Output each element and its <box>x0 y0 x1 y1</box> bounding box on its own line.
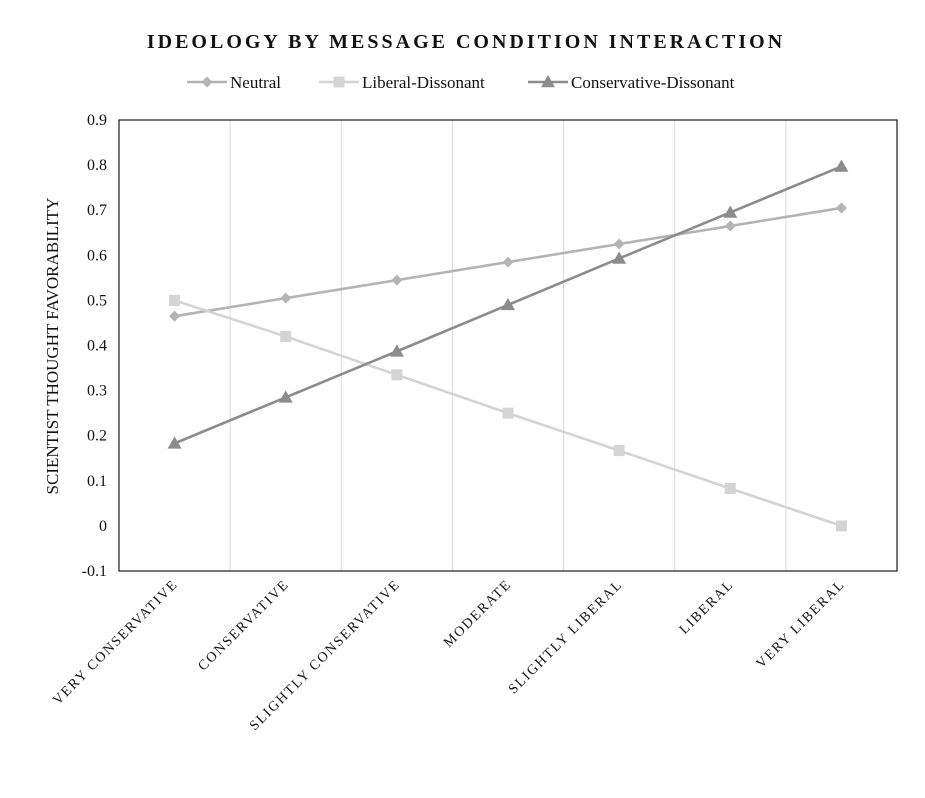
data-point-neutral <box>724 220 736 232</box>
y-axis-label: SCIENTIST THOUGHT FAVORABILITY <box>43 198 62 495</box>
legend: Neutral Liberal-Dissonant Conservative-Dis… <box>187 73 735 92</box>
series-liberal-dissonant <box>169 294 847 532</box>
grid-lines <box>229 120 787 571</box>
data-point-conservative-dissonant <box>389 344 404 357</box>
y-tick-label: 0.5 <box>87 292 107 309</box>
y-tick-label: 0.7 <box>87 202 107 219</box>
x-tick-label: VERY LIBERAL <box>754 577 848 671</box>
data-point-liberal-dissonant <box>502 407 514 419</box>
series-layer <box>167 159 849 532</box>
data-point-conservative-dissonant <box>501 297 515 311</box>
legend-marker-conservative-dissonant <box>541 75 555 88</box>
y-tick-label: 0.9 <box>87 112 107 129</box>
legend-label: Neutral <box>230 73 281 92</box>
chart-title: IDEOLOGY BY MESSAGE CONDITION INTERACTIO… <box>147 31 785 53</box>
y-tick-label: 0.3 <box>87 383 107 400</box>
y-tick-label: 0.2 <box>87 428 107 445</box>
data-point-liberal-dissonant <box>613 445 625 457</box>
x-tick-label: MODERATE <box>441 577 515 651</box>
data-point-neutral <box>502 256 514 268</box>
data-point-conservative-dissonant <box>167 436 182 449</box>
data-point-liberal-dissonant <box>280 330 292 342</box>
data-point-liberal-dissonant <box>169 294 181 306</box>
data-point-conservative-dissonant <box>278 390 293 403</box>
y-tick-label: 0.4 <box>87 338 107 355</box>
x-tick-label: VERY CONSERVATIVE <box>50 577 181 708</box>
legend-label: Liberal-Dissonant <box>362 73 485 92</box>
y-tick-label: 0.6 <box>87 247 107 264</box>
data-point-neutral <box>835 202 847 214</box>
data-point-conservative-dissonant <box>834 159 849 172</box>
data-point-liberal-dissonant <box>391 369 403 381</box>
data-point-liberal-dissonant <box>835 520 847 532</box>
y-tick-label: 0.1 <box>87 473 107 490</box>
data-point-conservative-dissonant <box>723 205 738 218</box>
legend-item-liberal-dissonant: Liberal-Dissonant <box>319 73 485 92</box>
data-point-neutral <box>280 292 292 304</box>
series-neutral <box>169 202 847 322</box>
y-tick-label: 0 <box>99 518 107 535</box>
x-tick-label: CONSERVATIVE <box>196 577 293 674</box>
series-conservative-dissonant <box>167 159 849 449</box>
data-point-liberal-dissonant <box>724 482 736 494</box>
legend-marker-liberal-dissonant <box>333 76 345 88</box>
y-tick-label: 0.8 <box>87 157 107 174</box>
y-tick-label: -0.1 <box>82 563 107 580</box>
x-tick-label: SLIGHTLY LIBERAL <box>506 577 626 697</box>
legend-label: Conservative-Dissonant <box>571 73 735 92</box>
data-point-neutral <box>169 310 181 322</box>
x-tick-label: LIBERAL <box>677 577 737 637</box>
legend-item-neutral: Neutral <box>187 73 281 92</box>
data-point-conservative-dissonant <box>612 251 627 264</box>
legend-item-conservative-dissonant: Conservative-Dissonant <box>528 73 735 92</box>
plot-area <box>118 119 898 572</box>
y-axis-ticks: -0.1 0 0.1 0.2 0.3 0.4 0.5 0.6 0.7 0.8 0.9 <box>82 112 107 580</box>
data-point-neutral <box>391 274 403 286</box>
data-point-neutral <box>613 238 625 250</box>
legend-marker-neutral <box>201 76 213 88</box>
